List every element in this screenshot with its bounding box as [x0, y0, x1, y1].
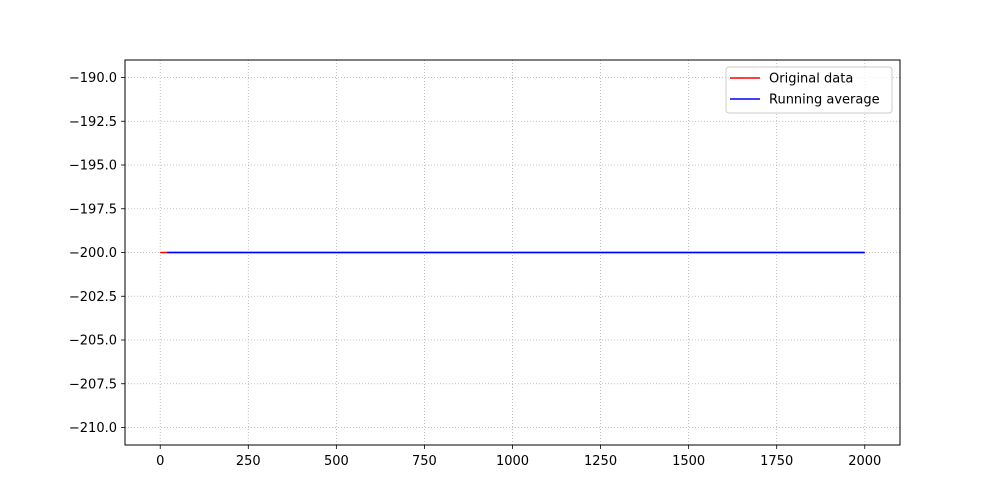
x-tick-label: 2000 — [848, 454, 881, 469]
y-axis: −190.0 −192.5 −195.0 −197.5 −200.0 −202.5 −205… — [69, 71, 125, 436]
y-tick-label: −210.0 — [69, 421, 117, 436]
x-tick-label: 250 — [236, 454, 261, 469]
x-tick-label: 1250 — [584, 454, 617, 469]
y-tick-label: −197.5 — [69, 202, 117, 217]
legend: Original data Running average — [725, 66, 893, 114]
legend-box — [725, 66, 893, 114]
y-tick-label: −195.0 — [69, 159, 117, 174]
y-tick-label: −207.5 — [69, 377, 117, 392]
x-tick-label: 1500 — [672, 454, 705, 469]
x-tick-label: 500 — [324, 454, 349, 469]
x-axis: 0 250 500 750 1000 1250 1500 1750 2000 — [156, 445, 881, 469]
y-tick-label: −205.0 — [69, 334, 117, 349]
y-tick-label: −190.0 — [69, 71, 117, 86]
y-tick-label: −202.5 — [69, 290, 117, 305]
y-tick-label: −192.5 — [69, 115, 117, 130]
x-tick-label: 1000 — [496, 454, 529, 469]
legend-label: Original data — [769, 72, 853, 87]
x-tick-label: 1750 — [760, 454, 793, 469]
legend-label: Running average — [769, 93, 880, 108]
x-tick-label: 750 — [412, 454, 437, 469]
x-tick-label: 0 — [156, 454, 164, 469]
y-tick-label: −200.0 — [69, 246, 117, 261]
